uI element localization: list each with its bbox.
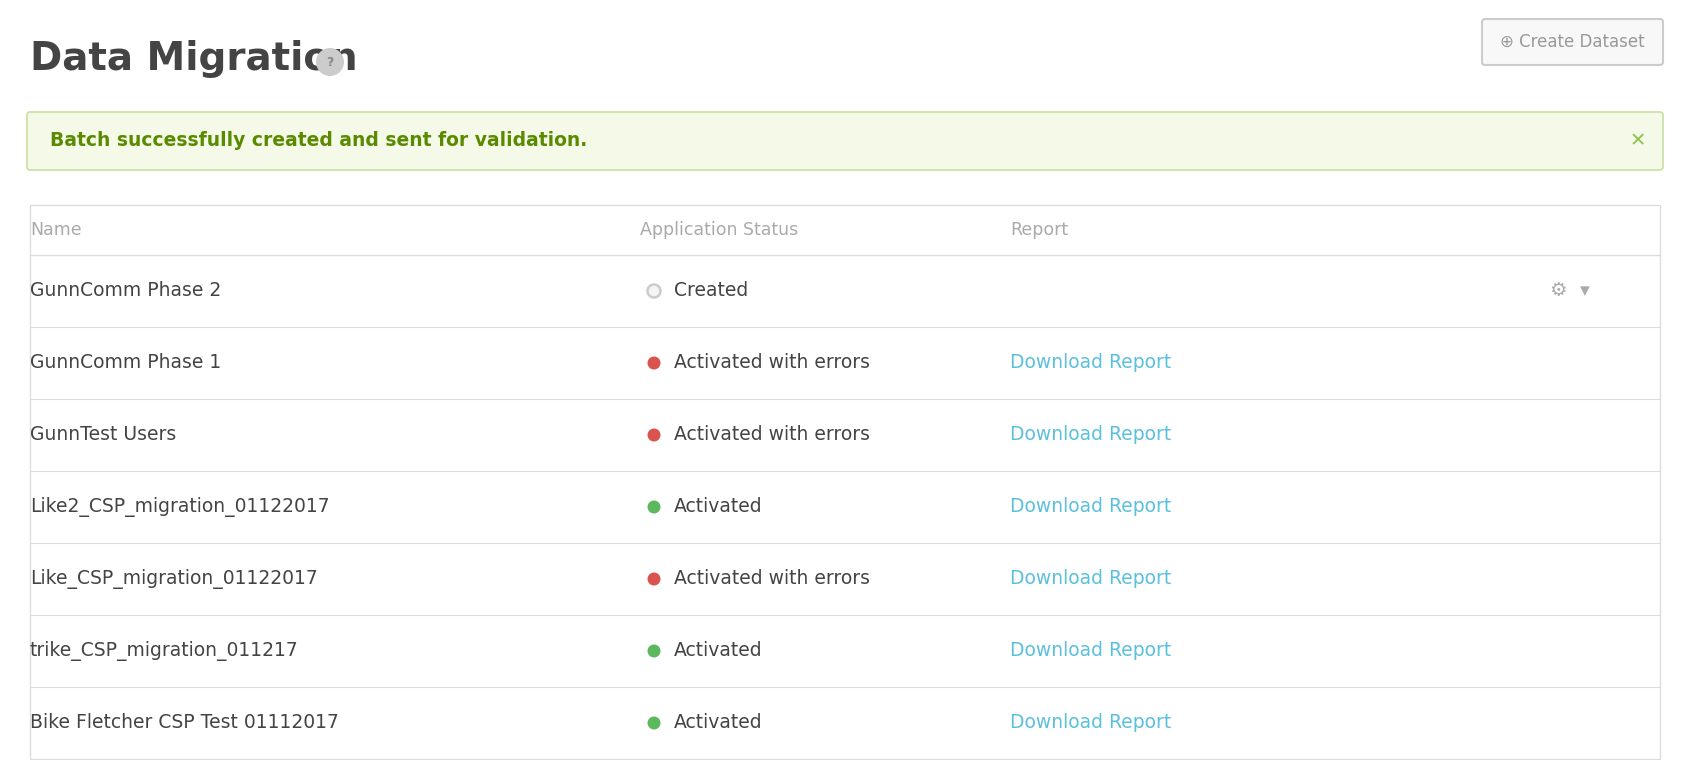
Text: Download Report: Download Report <box>1010 498 1170 517</box>
Text: GunnComm Phase 1: GunnComm Phase 1 <box>30 353 221 372</box>
Ellipse shape <box>647 572 660 585</box>
Text: Application Status: Application Status <box>640 221 797 239</box>
FancyBboxPatch shape <box>30 205 1659 759</box>
Ellipse shape <box>647 644 660 657</box>
Text: Download Report: Download Report <box>1010 714 1170 733</box>
Text: Download Report: Download Report <box>1010 641 1170 660</box>
Text: Download Report: Download Report <box>1010 426 1170 445</box>
Text: Download Report: Download Report <box>1010 569 1170 588</box>
Ellipse shape <box>647 717 660 730</box>
Text: Activated with errors: Activated with errors <box>674 426 870 445</box>
Text: Batch successfully created and sent for validation.: Batch successfully created and sent for … <box>51 131 586 150</box>
Ellipse shape <box>647 284 660 297</box>
FancyBboxPatch shape <box>27 112 1662 170</box>
Text: Like2_CSP_migration_01122017: Like2_CSP_migration_01122017 <box>30 497 329 517</box>
Text: Name: Name <box>30 221 81 239</box>
Text: Download Report: Download Report <box>1010 353 1170 372</box>
Text: GunnComm Phase 2: GunnComm Phase 2 <box>30 281 221 300</box>
Ellipse shape <box>647 429 660 442</box>
Text: Like_CSP_migration_01122017: Like_CSP_migration_01122017 <box>30 569 318 589</box>
Text: Report: Report <box>1010 221 1067 239</box>
Text: Activated: Activated <box>674 714 762 733</box>
Text: Activated: Activated <box>674 498 762 517</box>
Text: Activated with errors: Activated with errors <box>674 353 870 372</box>
Text: GunnTest Users: GunnTest Users <box>30 426 176 445</box>
Text: Data Migration: Data Migration <box>30 40 358 78</box>
Ellipse shape <box>316 48 345 76</box>
Text: trike_CSP_migration_011217: trike_CSP_migration_011217 <box>30 641 299 661</box>
Text: Activated with errors: Activated with errors <box>674 569 870 588</box>
Text: ⚙  ▾: ⚙ ▾ <box>1549 281 1589 300</box>
Text: Created: Created <box>674 281 748 300</box>
Text: Activated: Activated <box>674 641 762 660</box>
Text: ✕: ✕ <box>1628 131 1645 150</box>
Ellipse shape <box>647 501 660 514</box>
FancyBboxPatch shape <box>1481 19 1662 65</box>
Text: ⊕ Create Dataset: ⊕ Create Dataset <box>1500 33 1643 51</box>
Text: ?: ? <box>326 55 333 68</box>
Ellipse shape <box>647 356 660 369</box>
Text: Bike Fletcher CSP Test 01112017: Bike Fletcher CSP Test 01112017 <box>30 714 339 733</box>
